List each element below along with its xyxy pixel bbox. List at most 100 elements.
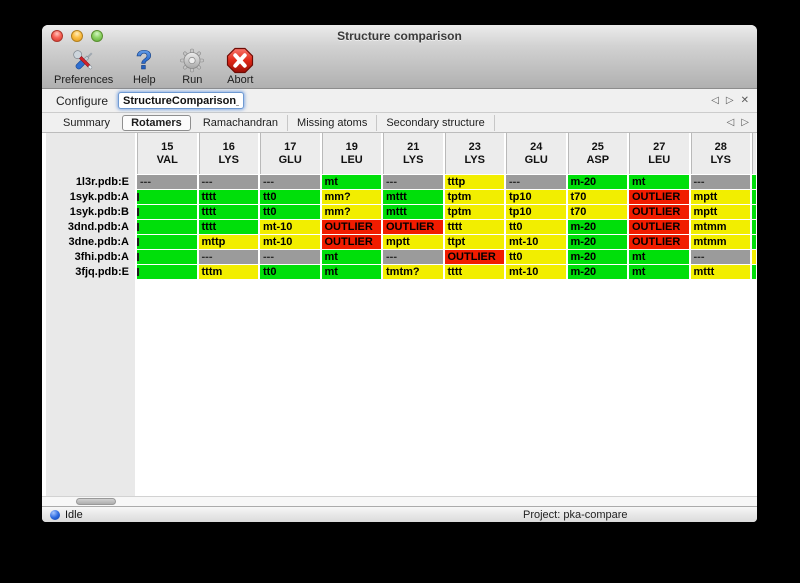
table-cell[interactable]: mm? [321,190,381,204]
table-cell[interactable]: mt [321,250,381,264]
table-cell[interactable] [137,205,197,219]
table-cell[interactable]: tptm [444,190,504,204]
tab-nav: ◁ ▷ [726,116,749,128]
table-cell[interactable]: tptm [444,205,504,219]
table-cell[interactable]: --- [198,250,258,264]
configure-name-input[interactable] [118,92,245,109]
row-label[interactable]: 3dnd.pdb:A [46,220,135,234]
table-cell[interactable]: OUTLIER [629,235,689,249]
table-cell[interactable] [137,235,197,249]
table-cell[interactable]: --- [137,175,197,189]
table-cell[interactable]: t70 [567,205,627,219]
table-cell[interactable]: tttt [198,220,258,234]
table-cell[interactable]: mptt [383,235,443,249]
table-cell[interactable]: ttpt [444,235,504,249]
table-cell[interactable]: tttm [198,265,258,279]
zoom-button[interactable] [91,30,103,42]
table-cell[interactable]: mttt [690,265,750,279]
table-cell[interactable]: tttt [198,190,258,204]
next-config-icon[interactable]: ▷ [725,94,734,106]
tab-summary[interactable]: Summary [63,116,111,129]
table-cell[interactable]: tt0 [260,205,320,219]
row-label[interactable]: 3dne.pdb:A [46,235,135,249]
table-cell[interactable]: --- [383,250,443,264]
table-cell[interactable]: --- [383,175,443,189]
abort-button[interactable]: Abort [223,47,257,86]
table-cell[interactable]: tt0 [506,250,566,264]
table-cell[interactable]: mm? [321,205,381,219]
table-cell[interactable]: mtmm [690,220,750,234]
table-cell[interactable]: OUTLIER [321,235,381,249]
horizontal-scrollbar[interactable] [42,496,757,506]
table-cell[interactable]: mt [321,175,381,189]
table-cell[interactable]: mptt [690,190,750,204]
close-button[interactable] [51,30,63,42]
prev-config-icon[interactable]: ◁ [711,94,719,106]
table-cell[interactable]: mt [629,250,689,264]
table-cell[interactable]: tttt [444,265,504,279]
table-cell[interactable]: --- [690,250,750,264]
table-cell[interactable]: mt [629,265,689,279]
table-cell[interactable]: mttp [198,235,258,249]
table-cell[interactable]: mt [321,265,381,279]
table-cell[interactable]: m-20 [567,220,627,234]
table-cell[interactable]: tttt [198,205,258,219]
table-cell[interactable]: OUTLIER [444,250,504,264]
table-cell[interactable]: tmtm? [383,265,443,279]
table-cell[interactable]: OUTLIER [629,220,689,234]
row-label[interactable]: 1syk.pdb:A [46,190,135,204]
table-cell[interactable]: tttt [444,220,504,234]
prev-tab-icon[interactable]: ◁ [726,116,735,128]
table-cell[interactable]: mt-10 [260,220,320,234]
table-cell[interactable]: tt0 [506,220,566,234]
table-cell[interactable] [137,220,197,234]
table-cell[interactable]: OUTLIER [383,220,443,234]
scrollbar-thumb[interactable] [76,498,116,505]
row-label[interactable]: 1syk.pdb:B [46,205,135,219]
minimize-button[interactable] [71,30,83,42]
table-cell[interactable]: --- [690,175,750,189]
table-cell[interactable]: m-20 [567,235,627,249]
table-cell[interactable]: --- [260,250,320,264]
table-cell[interactable]: mt [629,175,689,189]
table-cell[interactable]: mttt [383,190,443,204]
table-cell[interactable]: mt-10 [506,265,566,279]
column-header: 23 LYS [444,133,504,174]
table-cell[interactable]: mt-10 [506,235,566,249]
table-cell[interactable]: tp10 [506,190,566,204]
row-label[interactable]: 1l3r.pdb:E [46,175,135,189]
table-cell[interactable]: tt0 [260,265,320,279]
tab-secondary-structure[interactable]: Secondary structure [377,114,495,131]
table-cell[interactable]: tt0 [260,190,320,204]
title-bar[interactable]: Structure comparison [42,25,757,46]
run-button[interactable]: Run [175,47,209,86]
table-cell[interactable]: tp10 [506,205,566,219]
table-cell[interactable]: t70 [567,190,627,204]
row-label[interactable]: 3fhi.pdb:A [46,250,135,264]
table-cell[interactable] [137,265,197,279]
table-cell[interactable]: --- [506,175,566,189]
table-cell[interactable]: tttp [444,175,504,189]
table-cell[interactable]: OUTLIER [629,190,689,204]
preferences-button[interactable]: Preferences [54,47,113,86]
tab-rotamers[interactable]: Rotamers [122,114,191,131]
table-cell[interactable]: OUTLIER [629,205,689,219]
table-cell[interactable]: OUTLIER [321,220,381,234]
close-config-icon[interactable]: ✕ [740,94,749,106]
table-cell[interactable]: m-20 [567,250,627,264]
next-tab-icon[interactable]: ▷ [741,116,749,128]
table-cell[interactable]: mt-10 [260,235,320,249]
table-cell[interactable]: mttt [383,205,443,219]
tab-ramachandran[interactable]: Ramachandran [194,114,289,131]
table-cell[interactable]: mtmm [690,235,750,249]
table-cell[interactable]: m-20 [567,265,627,279]
table-cell[interactable] [137,250,197,264]
tab-missing-atoms[interactable]: Missing atoms [288,114,378,131]
help-button[interactable]: ? Help [127,47,161,86]
table-cell[interactable]: --- [198,175,258,189]
table-cell[interactable] [137,190,197,204]
row-label[interactable]: 3fjq.pdb:E [46,265,135,279]
table-cell[interactable]: m-20 [567,175,627,189]
table-cell[interactable]: mptt [690,205,750,219]
table-cell[interactable]: --- [260,175,320,189]
